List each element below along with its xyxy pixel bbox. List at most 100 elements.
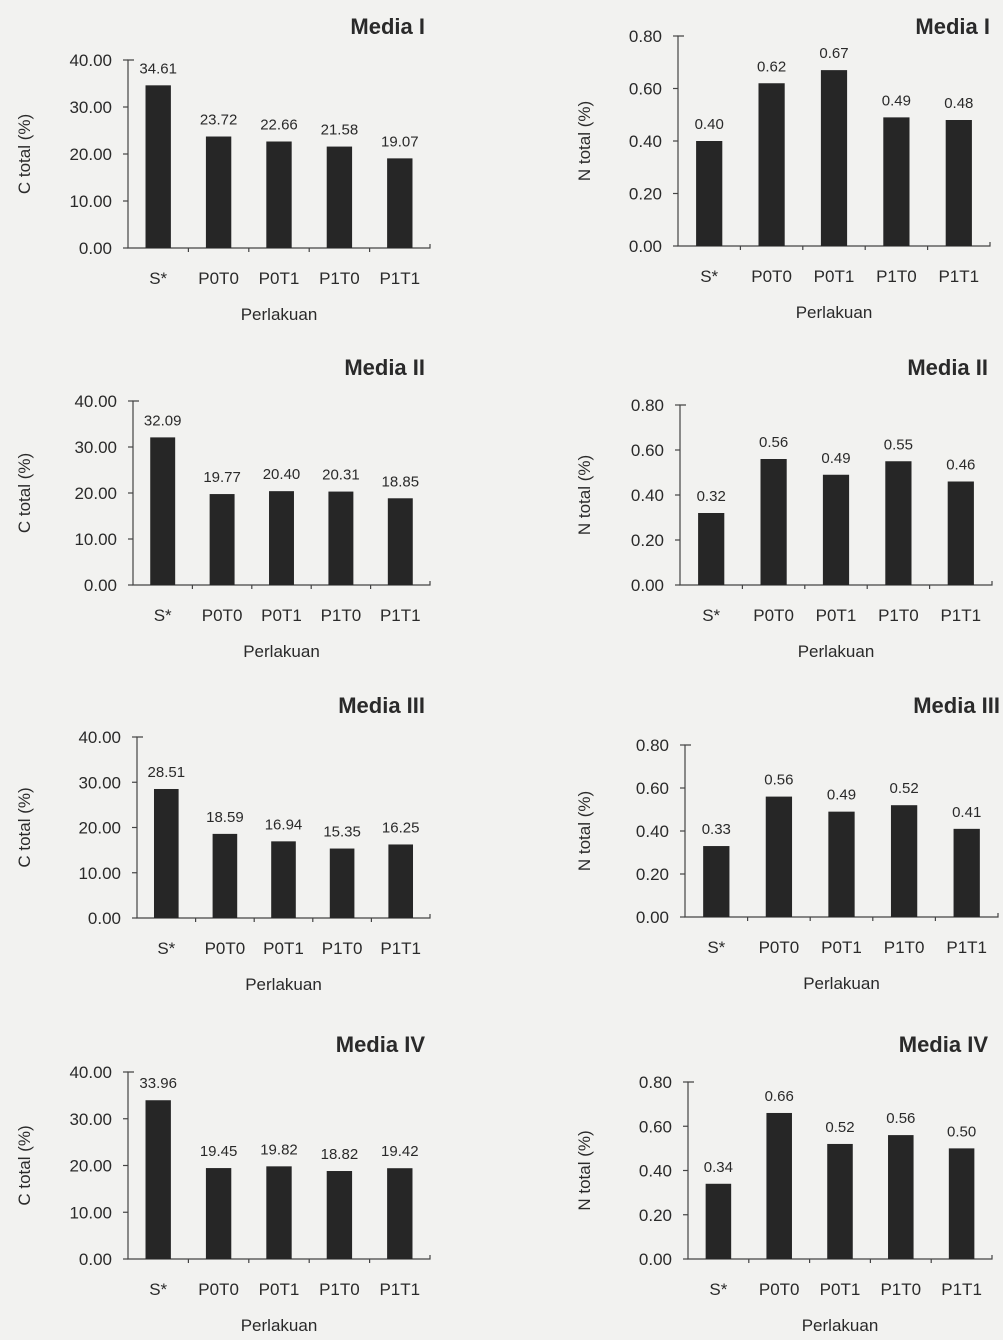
x-axis-label: Perlakuan (245, 975, 322, 994)
x-axis-label: Perlakuan (803, 974, 880, 993)
x-tick-label: S* (149, 269, 167, 288)
data-label: 0.66 (765, 1088, 794, 1105)
data-label: 0.40 (695, 116, 724, 133)
data-label: 34.61 (139, 60, 177, 77)
x-tick-label: P0T0 (198, 269, 239, 288)
y-tick-label: 0.00 (79, 239, 112, 258)
x-tick-label: P1T1 (940, 606, 981, 625)
x-tick-label: P0T1 (263, 939, 304, 958)
y-tick-label: 40.00 (78, 728, 121, 747)
bar (145, 85, 171, 248)
data-label: 0.67 (819, 45, 848, 62)
x-tick-label: P0T0 (198, 1280, 239, 1299)
bar (760, 459, 787, 585)
y-tick-label: 20.00 (78, 819, 121, 838)
x-tick-label: P0T0 (202, 606, 243, 625)
x-tick-label: P0T0 (751, 267, 792, 286)
data-label: 19.82 (260, 1141, 298, 1158)
y-axis-label: N total (%) (575, 791, 594, 871)
data-label: 0.46 (946, 457, 975, 474)
data-label: 0.49 (821, 450, 850, 467)
bar-chart-2: Media I 0.00 0.20 0.40 0.60 0.80 0.40 S* 0.62 P0T… (575, 14, 991, 322)
x-tick-label: P1T1 (938, 267, 979, 286)
data-label: 19.77 (203, 469, 241, 486)
y-axis-label: C total (%) (15, 1125, 34, 1205)
bar (696, 141, 723, 246)
y-tick-label: 0.00 (84, 576, 117, 595)
data-label: 0.32 (697, 488, 726, 505)
bar (205, 1168, 232, 1259)
x-tick-label: S* (700, 267, 718, 286)
chart-title: Media II (907, 355, 988, 380)
data-label: 0.41 (952, 804, 981, 821)
data-label: 15.35 (323, 824, 361, 841)
data-label: 0.34 (704, 1159, 733, 1176)
bar (888, 1135, 914, 1259)
bar (765, 796, 793, 917)
x-tick-label: P1T1 (941, 1280, 982, 1299)
bar (266, 141, 292, 248)
x-tick-label: P1T0 (876, 267, 917, 286)
y-tick-label: 0.00 (639, 1250, 672, 1269)
chart-title: Media IV (336, 1032, 426, 1057)
bar (266, 1166, 292, 1259)
x-tick-label: P1T1 (380, 939, 421, 958)
y-tick-label: 0.20 (629, 185, 662, 204)
x-tick-label: P0T0 (759, 938, 800, 957)
y-tick-label: 20.00 (74, 484, 117, 503)
x-axis-label: Perlakuan (241, 305, 318, 324)
x-tick-label: P0T1 (814, 267, 855, 286)
x-tick-label: P1T0 (322, 939, 363, 958)
y-tick-label: 0.60 (631, 441, 664, 460)
x-tick-label: P0T0 (759, 1280, 800, 1299)
bar-chart-6: Media III 0.00 0.20 0.40 0.60 0.80 0.33 S* 0.56 P… (575, 693, 1000, 993)
y-axis-label: C total (%) (15, 787, 34, 867)
bar (947, 481, 974, 585)
y-tick-label: 0.40 (636, 822, 669, 841)
y-tick-label: 0.20 (631, 531, 664, 550)
x-tick-label: S* (702, 606, 720, 625)
y-tick-label: 30.00 (69, 1110, 112, 1129)
bar (328, 491, 354, 585)
bar (209, 494, 235, 585)
data-label: 0.48 (944, 95, 973, 112)
y-tick-label: 0.40 (639, 1162, 672, 1181)
y-tick-label: 10.00 (78, 864, 121, 883)
data-label: 32.09 (144, 412, 182, 429)
bar (698, 513, 725, 585)
x-axis-label: Perlakuan (798, 642, 875, 661)
x-tick-label: S* (154, 606, 172, 625)
y-tick-label: 0.00 (79, 1250, 112, 1269)
bar (703, 846, 730, 917)
y-axis-label: C total (%) (15, 114, 34, 194)
data-label: 0.62 (757, 58, 786, 75)
x-tick-label: P1T0 (319, 269, 360, 288)
data-label: 0.50 (947, 1123, 976, 1140)
y-tick-label: 0.20 (639, 1206, 672, 1225)
x-tick-label: P0T0 (753, 606, 794, 625)
x-tick-label: P1T0 (880, 1280, 921, 1299)
bar (387, 1168, 413, 1259)
x-tick-label: P1T1 (946, 938, 987, 957)
data-label: 0.56 (764, 772, 793, 789)
x-axis-label: Perlakuan (796, 303, 873, 322)
y-tick-label: 0.40 (631, 486, 664, 505)
data-label: 20.31 (322, 467, 360, 484)
data-label: 0.49 (827, 787, 856, 804)
y-tick-label: 0.80 (631, 396, 664, 415)
bar (329, 848, 355, 918)
bar-chart-5: Media III 0.00 10.00 20.00 30.00 40.00 28.51 S*… (15, 693, 431, 994)
bar (326, 1171, 353, 1259)
bar (269, 491, 294, 585)
y-tick-label: 0.40 (629, 132, 662, 151)
data-label: 19.42 (381, 1143, 419, 1160)
bar (271, 841, 296, 918)
bar (212, 833, 238, 918)
data-label: 0.56 (886, 1110, 915, 1127)
x-tick-label: P1T0 (319, 1280, 360, 1299)
bar (388, 844, 414, 918)
bar (945, 120, 972, 246)
x-tick-label: P0T0 (205, 939, 246, 958)
y-tick-label: 10.00 (69, 1203, 112, 1222)
